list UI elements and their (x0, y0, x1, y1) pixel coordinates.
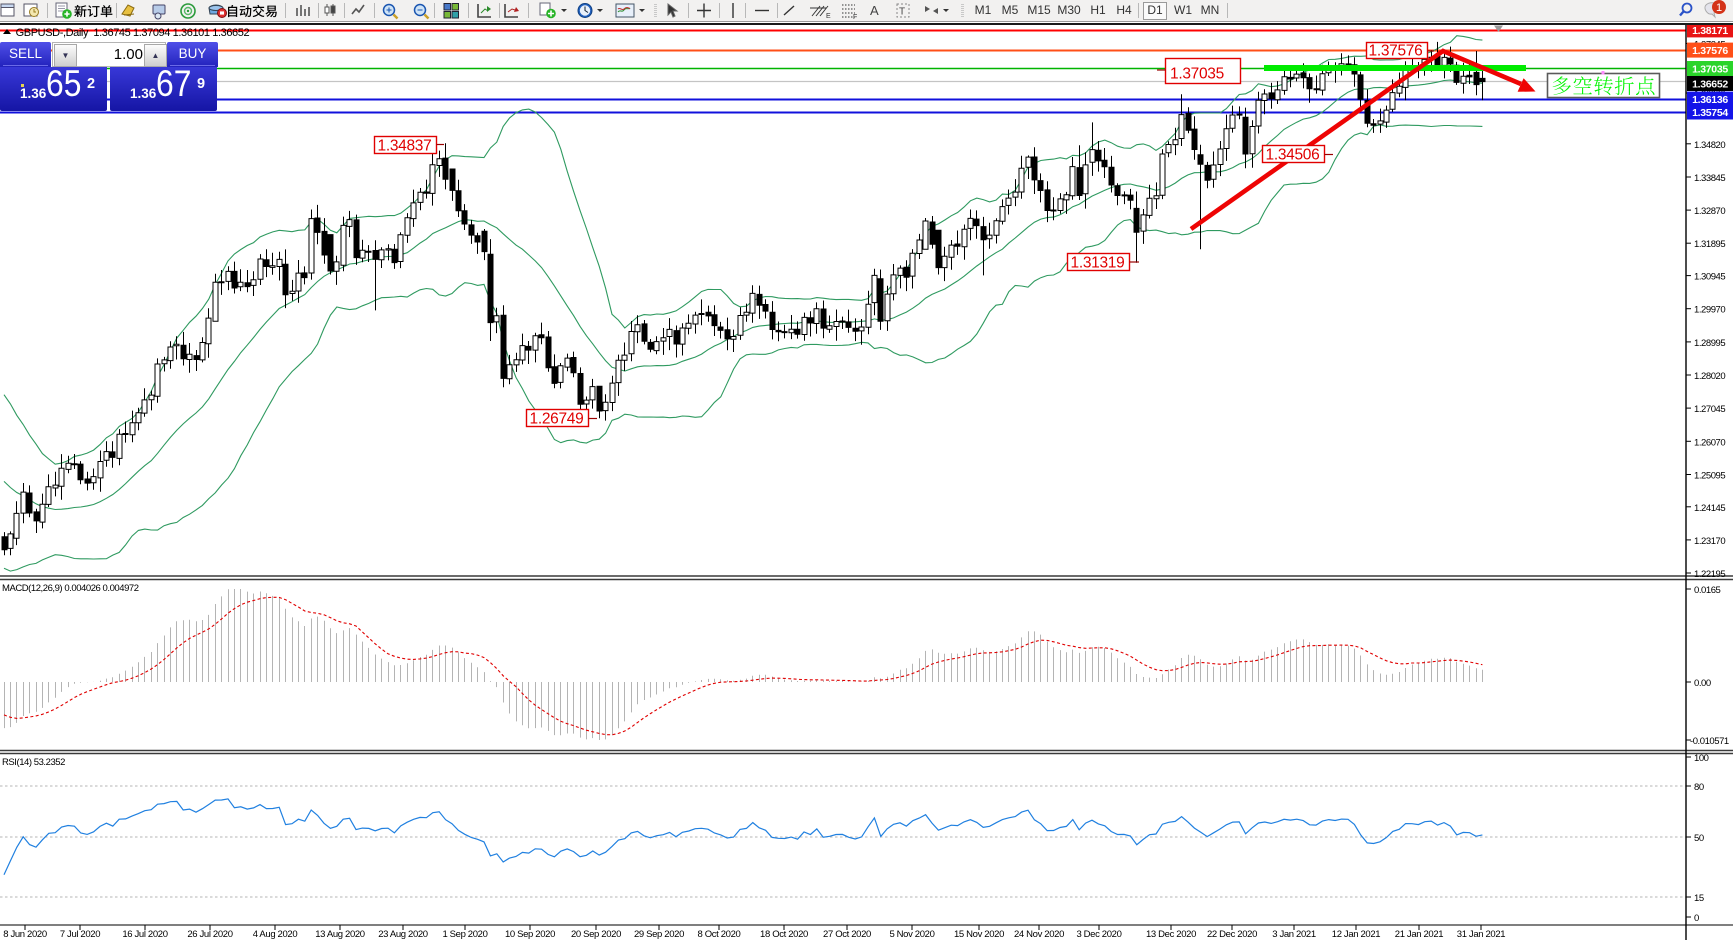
svg-text:1.36136: 1.36136 (1692, 94, 1728, 106)
svg-text:29 Sep 2020: 29 Sep 2020 (634, 929, 684, 940)
svg-text:1.28995: 1.28995 (1694, 338, 1725, 349)
svg-text:12 Jan 2021: 12 Jan 2021 (1332, 929, 1381, 940)
svg-text:80: 80 (1694, 782, 1704, 793)
svg-text:10 Sep 2020: 10 Sep 2020 (505, 929, 555, 940)
svg-text:23 Aug 2020: 23 Aug 2020 (378, 929, 428, 940)
svg-text:1.31319: 1.31319 (1071, 255, 1125, 272)
svg-text:0.0165: 0.0165 (1694, 585, 1721, 596)
svg-text:8 Oct 2020: 8 Oct 2020 (698, 929, 741, 940)
svg-text:1.37035: 1.37035 (1170, 66, 1224, 83)
svg-text:3 Dec 2020: 3 Dec 2020 (1076, 929, 1121, 940)
svg-text:5 Nov 2020: 5 Nov 2020 (889, 929, 934, 940)
svg-text:A: A (870, 3, 879, 18)
svg-text:1.36652: 1.36652 (1692, 79, 1728, 91)
svg-text:0.00: 0.00 (1694, 678, 1711, 689)
svg-text:T: T (899, 7, 905, 18)
svg-text:1.26070: 1.26070 (1694, 437, 1725, 448)
svg-text:31 Jan 2021: 31 Jan 2021 (1457, 929, 1506, 940)
svg-text:50: 50 (1694, 833, 1704, 844)
svg-text:7 Jul 2020: 7 Jul 2020 (60, 929, 100, 940)
svg-text:1.27045: 1.27045 (1694, 404, 1725, 415)
svg-text:RSI(14) 53.2352: RSI(14) 53.2352 (2, 757, 65, 768)
svg-text:1.34820: 1.34820 (1694, 140, 1725, 151)
svg-text:18 Oct 2020: 18 Oct 2020 (760, 929, 808, 940)
svg-text:1.35754: 1.35754 (1692, 107, 1728, 119)
svg-text:1: 1 (1716, 2, 1722, 14)
svg-text:27 Oct 2020: 27 Oct 2020 (823, 929, 871, 940)
svg-text:13 Dec 2020: 13 Dec 2020 (1146, 929, 1196, 940)
svg-text:100: 100 (1694, 753, 1709, 764)
svg-text:3 Jan 2021: 3 Jan 2021 (1272, 929, 1316, 940)
svg-text:1.24145: 1.24145 (1694, 503, 1725, 514)
svg-text:15 Nov 2020: 15 Nov 2020 (954, 929, 1004, 940)
svg-text:1.29970: 1.29970 (1694, 305, 1725, 316)
svg-text:-0.010571: -0.010571 (1690, 736, 1729, 747)
svg-text:1.34837: 1.34837 (378, 138, 432, 155)
svg-text:1.28020: 1.28020 (1694, 371, 1725, 382)
svg-text:1.37035: 1.37035 (1692, 64, 1728, 76)
svg-text:1.26749: 1.26749 (530, 411, 584, 428)
svg-text:1.23170: 1.23170 (1694, 536, 1725, 547)
svg-text:F: F (853, 14, 857, 21)
svg-text:24 Nov 2020: 24 Nov 2020 (1014, 929, 1064, 940)
svg-text:1.38171: 1.38171 (1692, 25, 1728, 37)
svg-text:1.34506: 1.34506 (1266, 147, 1320, 164)
svg-text:0: 0 (1694, 913, 1699, 924)
svg-text:1.33845: 1.33845 (1694, 173, 1725, 184)
svg-text:1 Sep 2020: 1 Sep 2020 (442, 929, 487, 940)
svg-text:26 Jul 2020: 26 Jul 2020 (187, 929, 232, 940)
svg-text:4 Aug 2020: 4 Aug 2020 (253, 929, 298, 940)
svg-text:MACD(12,26,9) 0.004026 0.00497: MACD(12,26,9) 0.004026 0.004972 (2, 583, 139, 594)
svg-text:15: 15 (1694, 893, 1704, 904)
svg-text:E: E (826, 13, 831, 20)
svg-text:1.22195: 1.22195 (1694, 569, 1725, 580)
svg-text:1.30945: 1.30945 (1694, 272, 1725, 283)
svg-text:21 Jan 2021: 21 Jan 2021 (1395, 929, 1444, 940)
svg-text:13 Aug 2020: 13 Aug 2020 (315, 929, 365, 940)
svg-text:22 Dec 2020: 22 Dec 2020 (1207, 929, 1257, 940)
svg-text:1.25095: 1.25095 (1694, 471, 1725, 482)
svg-text:1.32870: 1.32870 (1694, 206, 1725, 217)
svg-text:1.37576: 1.37576 (1692, 45, 1728, 57)
svg-text:1.31895: 1.31895 (1694, 239, 1725, 250)
svg-text:8 Jun 2020: 8 Jun 2020 (3, 929, 47, 940)
svg-text:16 Jul 2020: 16 Jul 2020 (122, 929, 167, 940)
svg-text:20 Sep 2020: 20 Sep 2020 (571, 929, 621, 940)
svg-text:1.37576: 1.37576 (1369, 43, 1423, 60)
